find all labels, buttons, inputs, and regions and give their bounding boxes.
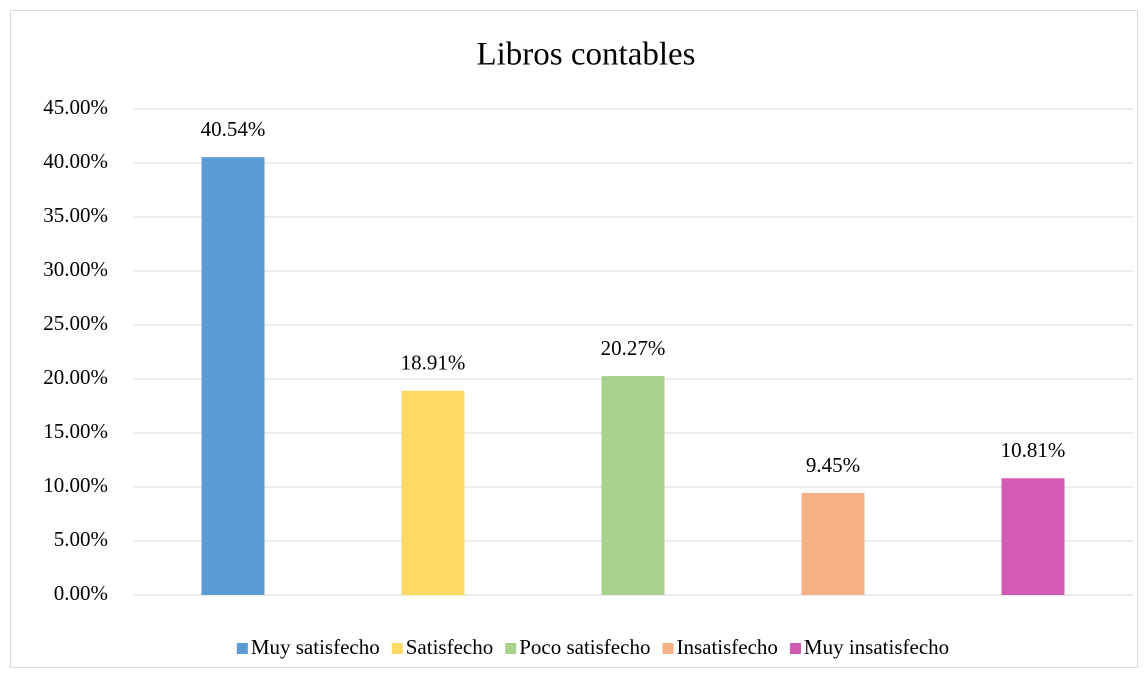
y-tick-label: 45.00% (43, 95, 108, 119)
bar (401, 390, 465, 595)
y-tick-label: 0.00% (54, 581, 108, 605)
legend-label: Insatisfecho (676, 635, 777, 659)
y-tick-label: 5.00% (54, 527, 108, 551)
value-label: 9.45% (806, 453, 860, 477)
y-tick-label: 30.00% (43, 257, 108, 281)
chart-border (10, 10, 1138, 668)
y-tick-label: 20.00% (43, 365, 108, 389)
y-tick-label: 40.00% (43, 149, 108, 173)
legend-swatch (391, 643, 403, 654)
bar (601, 376, 665, 595)
value-label: 40.54% (201, 117, 266, 141)
value-label: 20.27% (601, 336, 666, 360)
legend-swatch (236, 643, 248, 654)
value-label: 18.91% (401, 351, 466, 375)
legend-swatch (789, 643, 801, 654)
legend-swatch (662, 643, 674, 654)
y-tick-label: 35.00% (43, 203, 108, 227)
legend-label: Muy insatisfecho (804, 635, 949, 659)
bar (201, 157, 265, 595)
legend-label: Muy satisfecho (251, 635, 380, 659)
value-label: 10.81% (1001, 438, 1066, 462)
bar (801, 492, 865, 595)
legend-label: Satisfecho (406, 635, 493, 659)
legend-label: Poco satisfecho (519, 635, 650, 659)
y-tick-label: 25.00% (43, 311, 108, 335)
chart-title: Libros contables (476, 37, 695, 73)
y-tick-label: 10.00% (43, 473, 108, 497)
bar (1001, 478, 1065, 595)
legend-swatch (505, 643, 517, 654)
y-tick-label: 15.00% (43, 419, 108, 443)
